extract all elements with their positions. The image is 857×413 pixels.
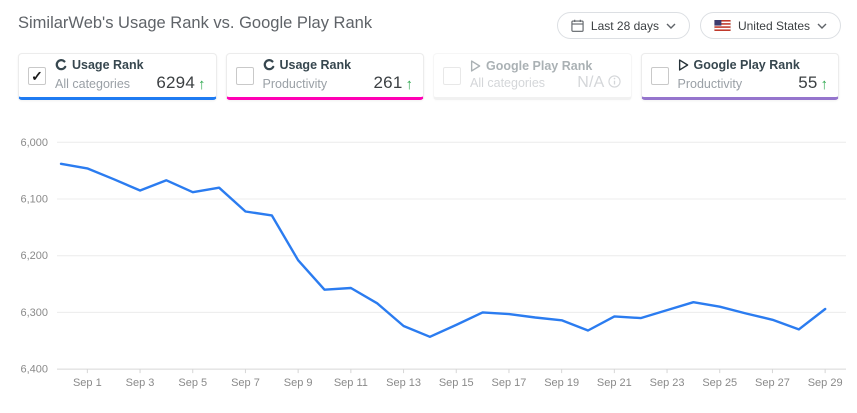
header-controls: Last 28 days United States [556, 12, 841, 39]
card-usage-rank-productivity[interactable]: ✓ Usage Rank Productivity 261 ↑ [225, 53, 424, 100]
google-play-icon [470, 60, 481, 72]
chart-canvas[interactable]: 6,000 6,100 6,200 6,300 6,400 Sep 1 Sep 3 Sep 5… [0, 120, 857, 413]
metric-category: All categories [55, 77, 131, 91]
checkmark-icon: ✓ [31, 67, 43, 84]
svg-text:6,200: 6,200 [20, 250, 48, 262]
svg-text:Sep 3: Sep 3 [126, 377, 155, 389]
date-range-dropdown[interactable]: Last 28 days [556, 12, 690, 39]
card-body: Usage Rank Productivity 261 ↑ [263, 58, 414, 93]
metric-category: Productivity [677, 77, 743, 91]
svg-text:Sep 17: Sep 17 [492, 377, 527, 389]
svg-text:6,300: 6,300 [20, 307, 48, 319]
panel-header: SimilarWeb's Usage Rank vs. Google Play … [0, 0, 857, 39]
country-dropdown[interactable]: United States [699, 12, 841, 39]
chevron-down-icon [666, 23, 676, 29]
calendar-icon [571, 19, 584, 32]
svg-text:Sep 21: Sep 21 [597, 377, 632, 389]
usage-rank-productivity-checkbox[interactable]: ✓ [235, 66, 254, 85]
card-body: Usage Rank All categories 6294 ↑ [55, 58, 206, 93]
svg-text:6,000: 6,000 [20, 137, 48, 149]
metric-value: 6294 [156, 73, 195, 92]
metric-cards-row: ✓ Usage Rank All categories 6294 ↑ [18, 53, 839, 100]
metric-category: Productivity [262, 77, 328, 91]
metric-name: Google Play Rank [693, 58, 800, 72]
metric-value: 261 [373, 73, 403, 92]
svg-text:Sep 7: Sep 7 [231, 377, 260, 389]
svg-text:Sep 5: Sep 5 [178, 377, 207, 389]
rank-trend-chart[interactable]: 6,000 6,100 6,200 6,300 6,400 Sep 1 Sep 3 Sep 5… [0, 120, 857, 413]
svg-text:6,400: 6,400 [20, 364, 48, 376]
svg-text:Sep 25: Sep 25 [702, 377, 737, 389]
svg-text:Sep 1: Sep 1 [73, 377, 102, 389]
page-title: SimilarWeb's Usage Rank vs. Google Play … [18, 14, 373, 32]
card-google-play-rank-productivity[interactable]: ✓ Google Play Rank Productivity 55 ↑ [640, 53, 839, 100]
date-range-label: Last 28 days [590, 18, 659, 33]
svg-text:Sep 19: Sep 19 [544, 377, 579, 389]
trend-up-icon: ↑ [820, 76, 829, 93]
google-play-icon [678, 59, 689, 71]
google-play-all-checkbox[interactable]: ✓ [443, 66, 461, 85]
svg-text:Sep 23: Sep 23 [650, 377, 685, 389]
svg-text:Sep 11: Sep 11 [334, 377, 368, 389]
card-usage-rank-all-categories[interactable]: ✓ Usage Rank All categories 6294 ↑ [18, 53, 217, 100]
us-flag-icon [714, 20, 731, 31]
svg-text:Sep 29: Sep 29 [808, 377, 843, 389]
svg-text:Sep 9: Sep 9 [284, 377, 313, 389]
card-body: Google Play Rank All categories N/A [470, 59, 621, 92]
chevron-down-icon [817, 23, 827, 29]
metric-name: Google Play Rank [486, 59, 593, 73]
google-play-productivity-checkbox[interactable]: ✓ [650, 66, 669, 85]
svg-text:Sep 27: Sep 27 [755, 377, 790, 389]
country-label: United States [737, 18, 810, 33]
metric-value: 55 [798, 73, 818, 92]
metric-name: Usage Rank [72, 58, 144, 72]
svg-text:Sep 13: Sep 13 [386, 377, 421, 389]
svg-text:6,100: 6,100 [20, 194, 48, 206]
usage-rank-all-checkbox[interactable]: ✓ [28, 66, 46, 85]
similarweb-icon [263, 59, 275, 71]
trend-up-icon: ↑ [405, 76, 414, 93]
card-google-play-rank-all-categories[interactable]: ✓ Google Play Rank All categories N/A [433, 53, 632, 100]
metric-value: N/A [577, 74, 605, 91]
svg-text:Sep 15: Sep 15 [439, 377, 474, 389]
trend-up-icon: ↑ [198, 76, 206, 93]
info-icon[interactable] [607, 75, 621, 88]
card-body: Google Play Rank Productivity 55 ↑ [678, 58, 829, 93]
metric-category: All categories [470, 76, 546, 90]
similarweb-icon [55, 59, 67, 71]
metric-name: Usage Rank [279, 58, 352, 72]
